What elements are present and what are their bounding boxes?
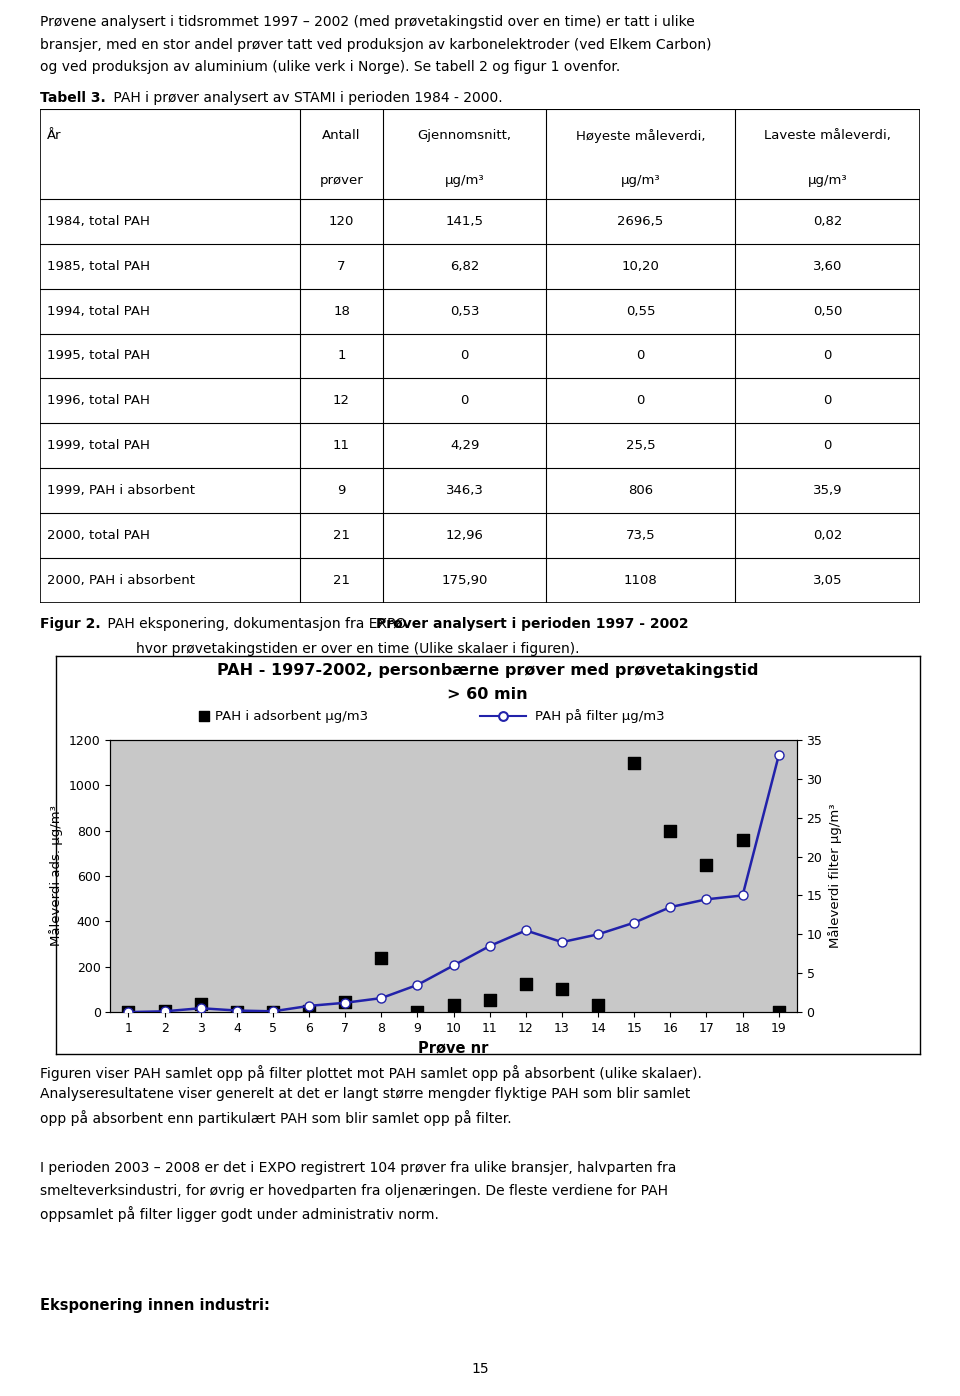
Text: PAH i adsorbent μg/m3: PAH i adsorbent μg/m3 [215, 709, 369, 723]
Y-axis label: Måleverdi ads. μg/m³: Måleverdi ads. μg/m³ [49, 805, 63, 946]
Text: Figur 2.: Figur 2. [40, 617, 101, 631]
Text: 0: 0 [823, 349, 831, 363]
Text: 21: 21 [333, 574, 350, 588]
Text: 0: 0 [636, 349, 645, 363]
Text: År: År [47, 128, 61, 141]
Text: 175,90: 175,90 [442, 574, 488, 588]
Text: 25,5: 25,5 [626, 440, 656, 452]
Point [410, 1001, 425, 1023]
Text: μg/m³: μg/m³ [444, 173, 485, 187]
Text: μg/m³: μg/m³ [807, 173, 847, 187]
Text: 0: 0 [823, 395, 831, 408]
Point [554, 979, 569, 1001]
Y-axis label: Måleverdi filter μg/m³: Måleverdi filter μg/m³ [828, 804, 842, 948]
Text: Prøvene analysert i tidsrommet 1997 – 2002 (med prøvetakingstid over en time) er: Prøvene analysert i tidsrommet 1997 – 20… [40, 15, 695, 29]
Text: 141,5: 141,5 [445, 215, 484, 228]
Text: Eksponering innen industri:: Eksponering innen industri: [40, 1298, 270, 1314]
Text: Antall: Antall [323, 128, 361, 141]
Text: 15: 15 [471, 1362, 489, 1376]
Text: 9: 9 [337, 484, 346, 497]
Text: 1996, total PAH: 1996, total PAH [47, 395, 150, 408]
Text: 21: 21 [333, 529, 350, 542]
Text: 0,53: 0,53 [450, 304, 479, 317]
Point [662, 819, 678, 842]
Text: > 60 min: > 60 min [447, 687, 528, 702]
Point [735, 828, 751, 850]
Text: bransjer, med en stor andel prøver tatt ved produksjon av karbonelektroder (ved : bransjer, med en stor andel prøver tatt … [40, 38, 711, 52]
Point [301, 1000, 317, 1022]
Text: 1999, total PAH: 1999, total PAH [47, 440, 150, 452]
Text: opp på absorbent enn partikulært PAH som blir samlet opp på filter.: opp på absorbent enn partikulært PAH som… [40, 1110, 512, 1125]
Text: PAH - 1997-2002, personbærne prøver med prøvetakingstid: PAH - 1997-2002, personbærne prøver med … [217, 663, 758, 678]
Text: Høyeste måleverdi,: Høyeste måleverdi, [576, 128, 706, 142]
Text: 6,82: 6,82 [450, 260, 479, 272]
Text: 0,50: 0,50 [813, 304, 842, 317]
Text: 2696,5: 2696,5 [617, 215, 663, 228]
Text: 0: 0 [823, 440, 831, 452]
Text: hvor prøvetakingstiden er over en time (Ulike skalaer i figuren).: hvor prøvetakingstiden er over en time (… [136, 642, 580, 656]
Point [627, 751, 642, 773]
Point [193, 993, 208, 1015]
Point [482, 988, 497, 1011]
Text: oppsamlet på filter ligger godt under administrativ norm.: oppsamlet på filter ligger godt under ad… [40, 1206, 439, 1222]
Text: PAH eksponering, dokumentasjon fra EXPO.: PAH eksponering, dokumentasjon fra EXPO. [103, 617, 414, 631]
X-axis label: Prøve nr: Prøve nr [419, 1040, 489, 1055]
Point [699, 853, 714, 875]
Point [265, 1001, 280, 1023]
Text: 0,02: 0,02 [813, 529, 842, 542]
Text: 1108: 1108 [624, 574, 658, 588]
Point [590, 994, 606, 1016]
Text: 10,20: 10,20 [621, 260, 660, 272]
Text: 0,82: 0,82 [813, 215, 842, 228]
Text: 1984, total PAH: 1984, total PAH [47, 215, 150, 228]
Point [156, 1000, 172, 1022]
Point [338, 991, 353, 1013]
Text: 12: 12 [333, 395, 350, 408]
Text: Prøver analysert i perioden 1997 - 2002: Prøver analysert i perioden 1997 - 2002 [376, 617, 689, 631]
Text: Tabell 3.: Tabell 3. [40, 91, 106, 105]
Point [771, 1001, 786, 1023]
Point [229, 1001, 245, 1023]
Text: Analyseresultatene viser generelt at det er langt større mengder flyktige PAH so: Analyseresultatene viser generelt at det… [40, 1087, 690, 1101]
Text: 7: 7 [337, 260, 346, 272]
Text: 12,96: 12,96 [445, 529, 484, 542]
Text: 4,29: 4,29 [450, 440, 479, 452]
Text: 0: 0 [461, 395, 468, 408]
Text: I perioden 2003 – 2008 er det i EXPO registrert 104 prøver fra ulike bransjer, h: I perioden 2003 – 2008 er det i EXPO reg… [40, 1161, 677, 1175]
Text: 35,9: 35,9 [812, 484, 842, 497]
Text: smelteverksindustri, for øvrig er hovedparten fra oljenæringen. De fleste verdie: smelteverksindustri, for øvrig er hovedp… [40, 1184, 668, 1198]
Text: 1985, total PAH: 1985, total PAH [47, 260, 151, 272]
Text: 3,60: 3,60 [813, 260, 842, 272]
Point [518, 973, 534, 995]
Text: μg/m³: μg/m³ [621, 173, 660, 187]
Text: 0,55: 0,55 [626, 304, 656, 317]
Text: 11: 11 [333, 440, 350, 452]
Text: 3,05: 3,05 [812, 574, 842, 588]
Text: 1999, PAH i absorbent: 1999, PAH i absorbent [47, 484, 195, 497]
Text: 18: 18 [333, 304, 350, 317]
Text: 1994, total PAH: 1994, total PAH [47, 304, 150, 317]
Text: Gjennomsnitt,: Gjennomsnitt, [418, 128, 512, 141]
Point [373, 946, 389, 969]
Point [121, 1001, 136, 1023]
Text: 120: 120 [329, 215, 354, 228]
Text: og ved produksjon av aluminium (ulike verk i Norge). Se tabell 2 og figur 1 oven: og ved produksjon av aluminium (ulike ve… [40, 60, 620, 74]
Text: 806: 806 [628, 484, 653, 497]
Text: 2000, total PAH: 2000, total PAH [47, 529, 150, 542]
Point [196, 705, 211, 727]
Text: 1995, total PAH: 1995, total PAH [47, 349, 151, 363]
Text: 73,5: 73,5 [626, 529, 656, 542]
Point [495, 705, 511, 727]
Text: 0: 0 [636, 395, 645, 408]
Text: prøver: prøver [320, 173, 364, 187]
Text: 2000, PAH i absorbent: 2000, PAH i absorbent [47, 574, 195, 588]
Text: PAH på filter μg/m3: PAH på filter μg/m3 [535, 709, 664, 723]
Text: 346,3: 346,3 [445, 484, 484, 497]
Text: PAH i prøver analysert av STAMI i perioden 1984 - 2000.: PAH i prøver analysert av STAMI i period… [109, 91, 503, 105]
Text: Laveste måleverdi,: Laveste måleverdi, [764, 128, 891, 141]
Text: 0: 0 [461, 349, 468, 363]
Point [445, 994, 461, 1016]
Text: 1: 1 [337, 349, 346, 363]
Text: Figuren viser PAH samlet opp på filter plottet mot PAH samlet opp på absorbent (: Figuren viser PAH samlet opp på filter p… [40, 1065, 702, 1081]
